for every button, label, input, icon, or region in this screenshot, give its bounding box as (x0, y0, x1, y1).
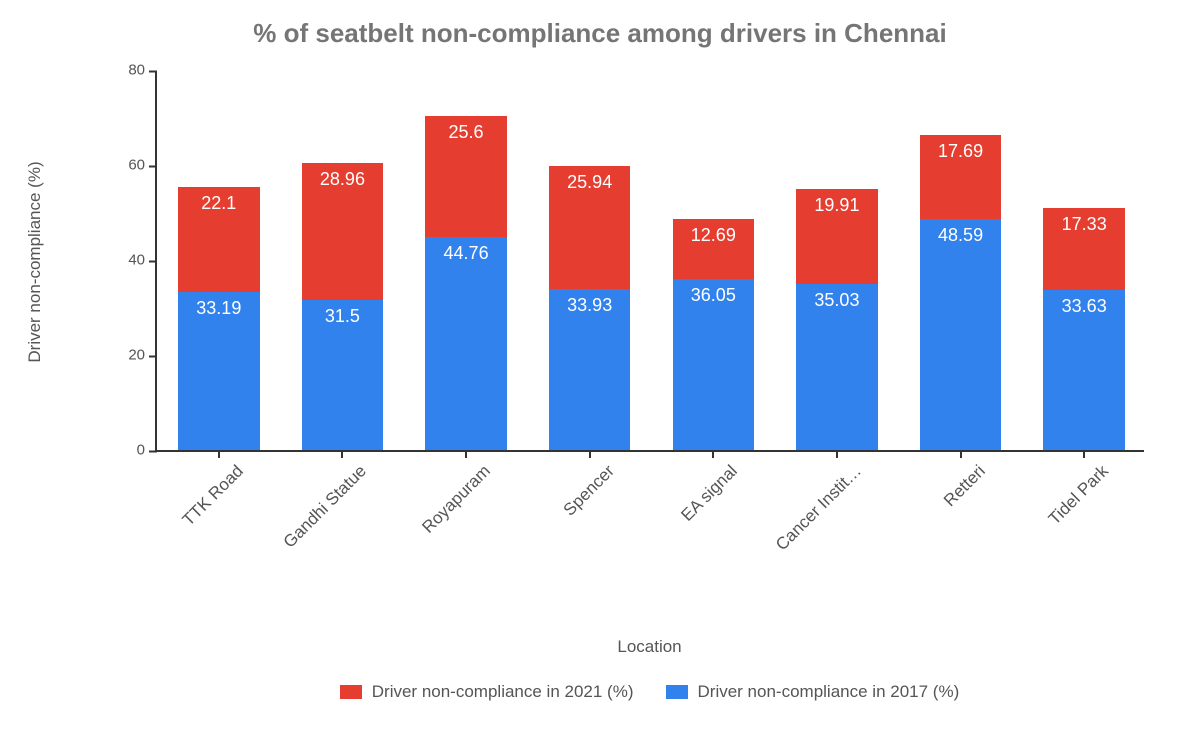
bar-segment: 22.1 (178, 187, 260, 292)
bar-segment: 17.33 (1043, 208, 1125, 290)
bar-value-label: 22.1 (178, 193, 260, 214)
x-axis-label: Location (155, 637, 1144, 657)
bar-value-label: 31.5 (302, 306, 384, 327)
x-tick-label: Tidel Park (1035, 450, 1114, 529)
chart-container: % of seatbelt non-compliance among drive… (0, 0, 1200, 742)
bar-value-label: 36.05 (673, 285, 755, 306)
bar-segment: 36.05 (673, 279, 755, 450)
bar-value-label: 17.69 (920, 141, 1002, 162)
y-tick-label: 20 (128, 347, 157, 364)
bar-segment: 25.94 (549, 166, 631, 289)
x-tick-label: Spencer (549, 450, 619, 520)
bar-value-label: 33.19 (178, 298, 260, 319)
bar-segment: 44.76 (425, 237, 507, 450)
bar-value-label: 33.63 (1043, 296, 1125, 317)
bars-layer: 33.19 22.1 31.5 28.96 44.76 25.6 33.93 25.94 36.… (157, 72, 1144, 450)
bar-value-label: 44.76 (425, 243, 507, 264)
y-tick-label: 0 (137, 442, 157, 459)
bar-slot: 35.03 19.91 (796, 70, 878, 450)
bar-slot: 48.59 17.69 (920, 70, 1002, 450)
bar-segment: 25.6 (425, 116, 507, 238)
x-tick-label: Royapuram (409, 450, 497, 538)
bar-value-label: 35.03 (796, 290, 878, 311)
y-tick-label: 80 (128, 62, 157, 79)
bar-slot: 33.19 22.1 (178, 70, 260, 450)
legend-swatch (340, 685, 362, 699)
bar-slot: 44.76 25.6 (425, 70, 507, 450)
bar-slot: 33.63 17.33 (1043, 70, 1125, 450)
bar-segment: 17.69 (920, 135, 1002, 219)
legend-item: Driver non-compliance in 2021 (%) (340, 682, 634, 702)
bar-value-label: 48.59 (920, 225, 1002, 246)
legend-label: Driver non-compliance in 2017 (%) (698, 682, 960, 702)
bar-segment: 33.19 (178, 292, 260, 450)
bar-segment: 48.59 (920, 219, 1002, 450)
legend-item: Driver non-compliance in 2017 (%) (666, 682, 960, 702)
bar-segment: 19.91 (796, 189, 878, 284)
x-tick-label: EA signal (668, 450, 744, 526)
bar-segment: 33.93 (549, 289, 631, 450)
bar-value-label: 19.91 (796, 195, 878, 216)
bar-segment: 12.69 (673, 219, 755, 279)
bar-segment: 28.96 (302, 163, 384, 301)
bar-value-label: 25.6 (425, 122, 507, 143)
bar-slot: 33.93 25.94 (549, 70, 631, 450)
x-tick-label: Gandhi Statue (270, 450, 372, 552)
y-tick-label: 60 (128, 157, 157, 174)
bar-segment: 35.03 (796, 284, 878, 450)
plot-area: 020406080 33.1922.131.528.9644.7625.633.… (155, 72, 1144, 452)
x-tick-label: Retteri (930, 450, 991, 511)
bar-value-label: 17.33 (1043, 214, 1125, 235)
bar-slot: 36.05 12.69 (673, 70, 755, 450)
bar-segment: 31.5 (302, 300, 384, 450)
x-tick-label: Cancer Instit… (762, 450, 867, 555)
legend-swatch (666, 685, 688, 699)
y-tick-label: 40 (128, 252, 157, 269)
bar-value-label: 12.69 (673, 225, 755, 246)
bar-value-label: 25.94 (549, 172, 631, 193)
bar-value-label: 28.96 (302, 169, 384, 190)
bar-slot: 31.5 28.96 (302, 70, 384, 450)
x-tick-label: TTK Road (169, 450, 249, 530)
legend: Driver non-compliance in 2021 (%) Driver … (155, 682, 1144, 702)
y-axis-label: Driver non-compliance (%) (25, 161, 45, 362)
bar-value-label: 33.93 (549, 295, 631, 316)
chart-title: % of seatbelt non-compliance among drive… (0, 18, 1200, 49)
bar-segment: 33.63 (1043, 290, 1125, 450)
legend-label: Driver non-compliance in 2021 (%) (372, 682, 634, 702)
